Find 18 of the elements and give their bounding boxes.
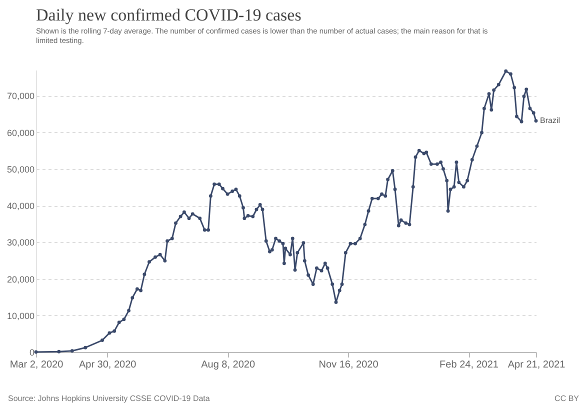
source-note: Source: Johns Hopkins University CSSE COVID-19 Data: [8, 394, 210, 403]
y-tick-label: 60,000: [6, 128, 34, 138]
x-tick-label: Aug 8, 2020: [201, 360, 256, 370]
y-tick-label: 50,000: [6, 164, 34, 174]
y-tick-label: 20,000: [6, 274, 34, 284]
y-tick-label: 10,000: [6, 310, 34, 321]
x-tick-label: Mar 2, 2020: [10, 360, 64, 370]
x-tick-label: Apr 30, 2020: [78, 360, 137, 370]
chart-title: Daily new confirmed COVID-19 cases: [36, 5, 302, 24]
series-label: Brazil: [540, 116, 560, 125]
text: CC BY: [554, 394, 579, 403]
y-tick-label: 70,000: [6, 91, 34, 102]
x-tick-label: Apr 21, 2021: [508, 360, 566, 370]
y-tick-label: 0: [29, 348, 34, 358]
y-tick-label: 30,000: [6, 238, 34, 248]
x-tick-label: Feb 24, 2021: [440, 360, 499, 370]
x-tick-label: Nov 16, 2020: [318, 360, 379, 370]
y-tick-label: 40,000: [6, 201, 34, 212]
